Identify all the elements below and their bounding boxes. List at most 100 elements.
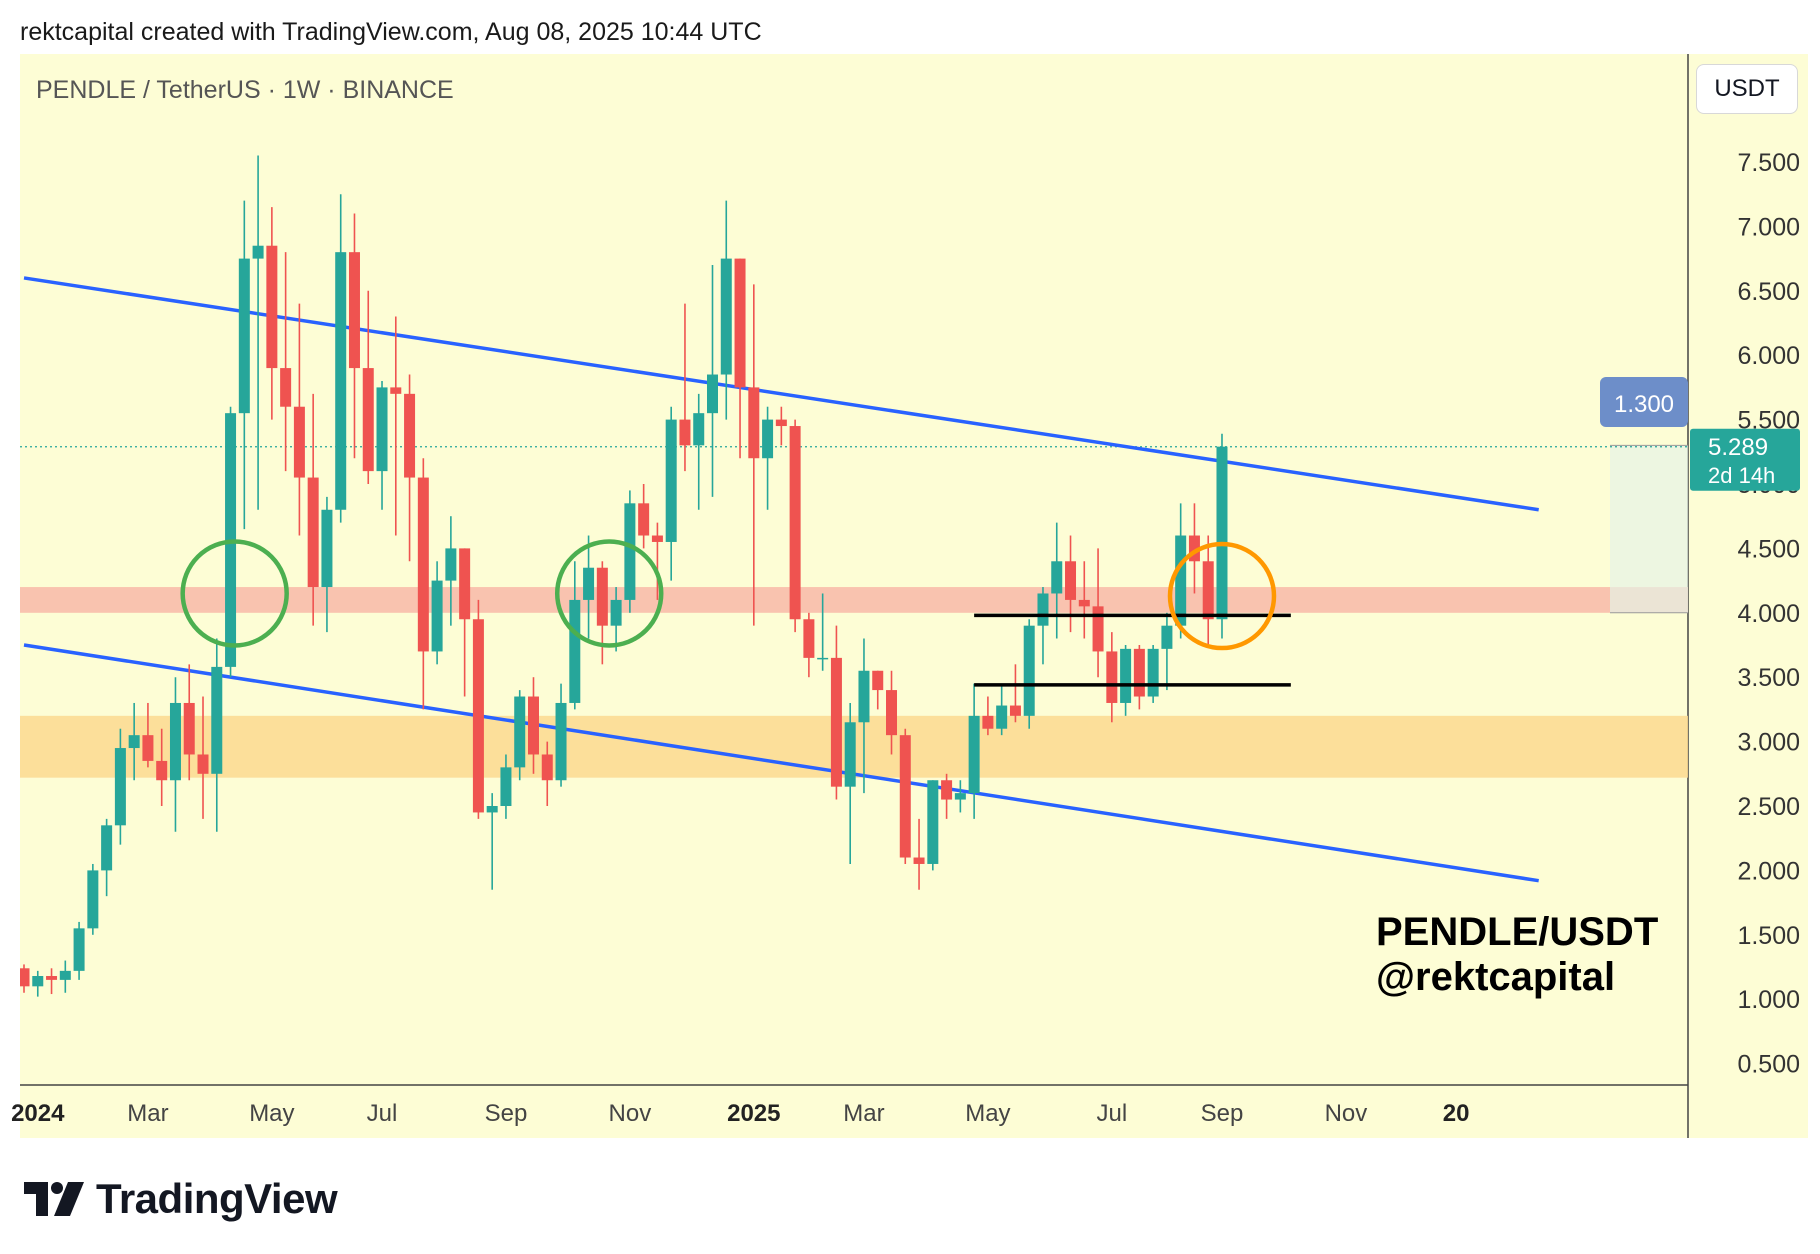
y-tick-label: 0.500 [1737, 1051, 1800, 1079]
price-label-box [1690, 428, 1800, 491]
candle-body [720, 258, 732, 375]
candle [431, 561, 443, 665]
candle [982, 696, 994, 736]
candle [858, 638, 870, 794]
candle [252, 155, 264, 510]
candle [362, 290, 374, 484]
candle-body [762, 419, 774, 459]
candle [197, 696, 209, 819]
candle-body [665, 419, 677, 542]
candle-body [500, 767, 512, 806]
candle [348, 213, 360, 459]
candle [211, 638, 223, 832]
candle [886, 670, 898, 755]
tradingview-logo-icon [24, 1182, 84, 1216]
candle-body [968, 715, 980, 794]
candle-body [638, 503, 650, 536]
candle [830, 625, 842, 800]
candle [46, 968, 58, 995]
candle-body [803, 619, 815, 658]
candle-body [1120, 648, 1132, 703]
candle-body [514, 696, 526, 768]
candle [73, 921, 85, 980]
candle-body [280, 368, 292, 407]
candle [954, 780, 966, 813]
candle-body [527, 696, 539, 755]
candle-body [1188, 535, 1200, 562]
candle-body [335, 252, 347, 510]
candle-body [844, 722, 856, 787]
candle-body [707, 374, 718, 414]
candle-body [142, 735, 154, 761]
candle [927, 780, 939, 871]
candle [156, 728, 168, 806]
plot-background [20, 54, 1688, 1085]
candle [101, 818, 113, 897]
watermark-pair: PENDLE/USDT [1376, 910, 1659, 954]
candle-body [610, 599, 622, 626]
candle-body [362, 368, 374, 472]
y-tick-label: 7.000 [1737, 213, 1800, 241]
candle-body [32, 976, 44, 987]
x-tick-label: Sep [485, 1100, 528, 1127]
y-tick-label: 4.500 [1737, 535, 1800, 563]
candle-body [775, 419, 787, 427]
candle-body [101, 825, 113, 871]
candle [541, 741, 553, 806]
candle-body [982, 715, 994, 729]
price-label: 5.289 [1708, 434, 1768, 461]
y-axis-panel [1688, 54, 1808, 1138]
price-countdown: 2d 14h [1708, 463, 1775, 488]
candle [114, 728, 126, 845]
candle-body [830, 657, 842, 787]
tradingview-logo[interactable]: TradingView [24, 1175, 338, 1223]
y-tick-label: 1.000 [1737, 986, 1800, 1014]
candle-body [1175, 535, 1187, 626]
candle [1078, 561, 1090, 639]
candle-body [1092, 606, 1104, 652]
candle [1133, 645, 1145, 710]
candle-body [954, 793, 966, 800]
candle [1051, 522, 1063, 639]
candle-body [114, 748, 126, 826]
candle [238, 200, 250, 530]
candle-body [20, 968, 30, 987]
resistance-zone [20, 587, 1688, 613]
candle-body [1023, 625, 1035, 716]
x-tick-label: Mar [127, 1100, 168, 1127]
candle [583, 535, 595, 639]
candle-body [1106, 651, 1118, 703]
candle-body [1051, 561, 1063, 594]
candle-body [459, 548, 471, 620]
candle [1216, 433, 1228, 639]
candle [59, 960, 71, 993]
candle [624, 490, 636, 613]
y-tick-label: 6.000 [1737, 342, 1800, 370]
candle-body [941, 780, 953, 800]
candle-body [445, 548, 457, 581]
lower-channel [23, 643, 1539, 883]
candle-body [1202, 561, 1214, 620]
candle-body [1133, 648, 1145, 697]
candle-body [569, 599, 581, 703]
candle-body [293, 406, 305, 478]
candle-body [472, 619, 484, 813]
candle-body [899, 735, 911, 858]
candle [87, 863, 99, 935]
green-circle-2 [554, 539, 664, 648]
candle [913, 818, 925, 890]
candle [651, 522, 663, 600]
candle [762, 406, 774, 510]
candle-body [583, 567, 595, 600]
candle [610, 587, 622, 652]
candle [459, 548, 471, 697]
candle [266, 207, 278, 420]
candle-body [596, 567, 608, 626]
candle-body [624, 503, 636, 600]
candle [169, 677, 181, 832]
y-tick-label: 2.000 [1737, 857, 1800, 885]
candle-body [748, 387, 760, 459]
candle [1188, 503, 1200, 594]
currency-button[interactable]: USDT [1696, 64, 1798, 114]
